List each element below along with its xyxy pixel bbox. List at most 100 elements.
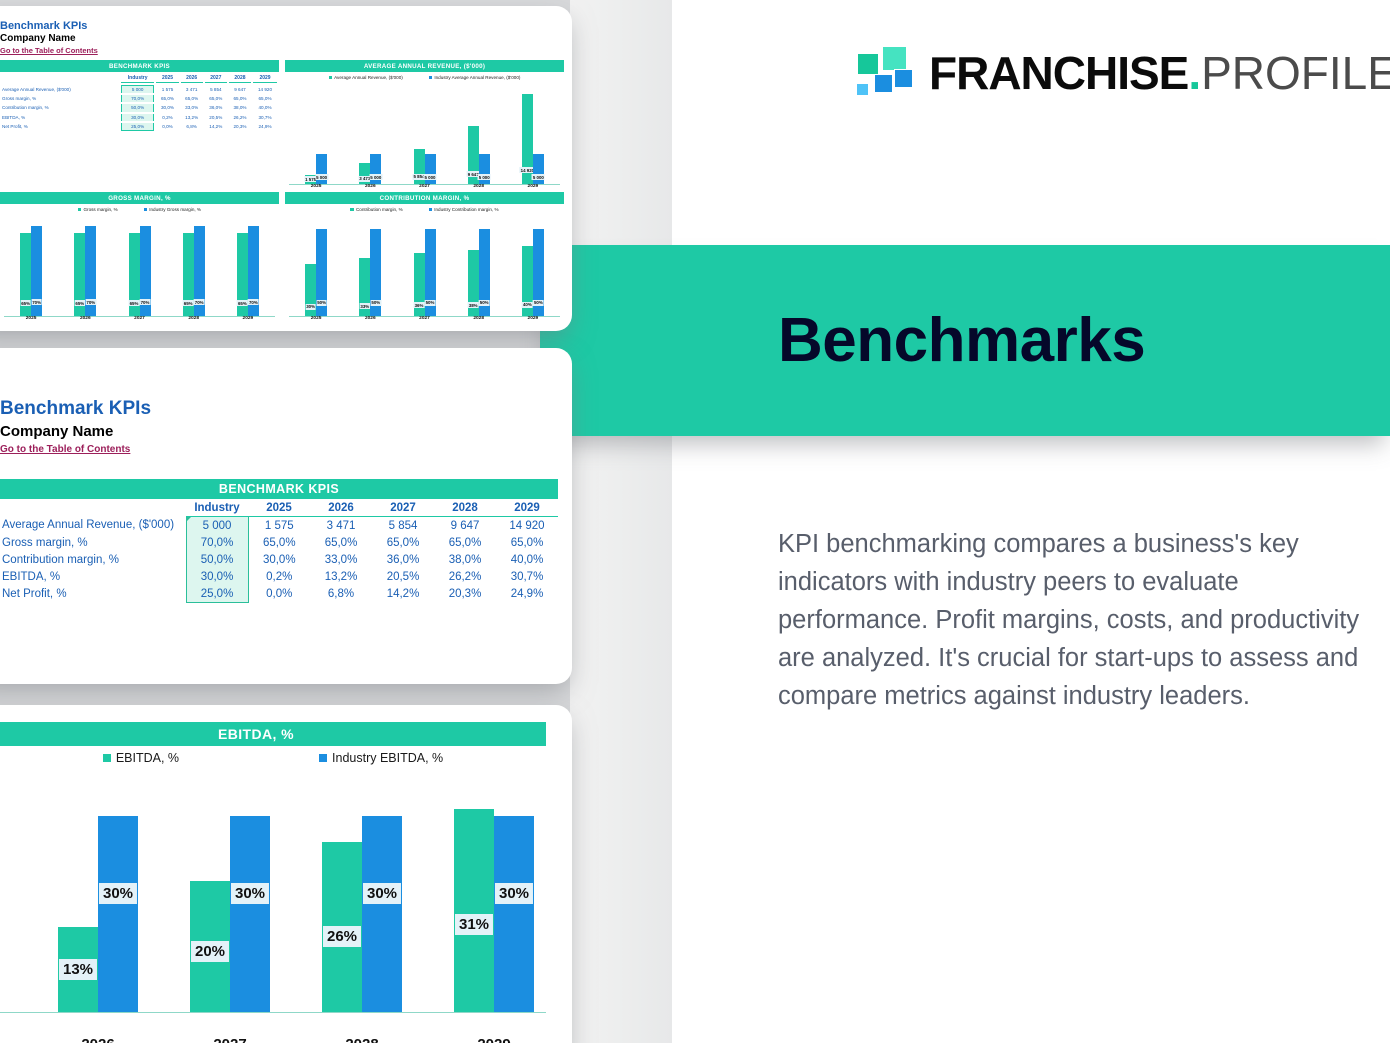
bar-group: 65% 70% [236, 226, 259, 316]
mini-chart-contribution-margin: CONTRIBUTION MARGIN, % Contribution marg… [285, 192, 564, 321]
chart-title: CONTRIBUTION MARGIN, % [285, 192, 564, 204]
bar-value-label: 50% [370, 299, 382, 306]
ebitda-chart-title: EBITDA, % [0, 722, 546, 746]
row-label: EBITDA, % [2, 570, 61, 583]
spreadsheet-card-table[interactable]: Benchmark KPIs Company Name Go to the Ta… [0, 348, 572, 684]
bar-group: 3 471 5 000 [358, 154, 383, 184]
bar-value-label: 65% [236, 300, 248, 307]
bar-value-label: 1 575 [304, 176, 318, 182]
legend-item: Industry Gross margin, % [143, 207, 201, 212]
cell: 13,2% [324, 570, 358, 583]
cell: 33,0% [324, 553, 358, 566]
bar: 36% [413, 253, 425, 316]
legend-swatch-icon [428, 75, 433, 80]
bar: 50% [370, 228, 382, 316]
table-corner-cell [2, 74, 119, 83]
bar-group: 26% 30% [322, 815, 402, 1012]
bar-value-label: 33% [359, 303, 371, 310]
col-2029: 2029 [253, 74, 277, 83]
row-label: Net Profit, % [2, 587, 67, 600]
cell: 9 647 [450, 519, 480, 532]
bar-group: 65% 70% [182, 226, 205, 316]
logo-squares-icon [853, 45, 915, 101]
bar: 5 000 [531, 154, 545, 184]
logo-wordmark: FRANCHISE.PROFILES [929, 50, 1390, 96]
bar: 38% [467, 249, 479, 316]
table-row: EBITDA, % 30,0% 0,2% 13,2% 20,5% 26,2% 30,7% [2, 113, 272, 121]
bar: 70% [247, 226, 259, 316]
bar: 14 920 [519, 94, 536, 184]
bar-value-label: 65% [182, 300, 194, 307]
x-axis-labels: 2025 2026 2027 2028 2029 [4, 316, 275, 325]
page-title: Benchmarks [778, 306, 1146, 375]
bar-group: 33% 50% [359, 228, 382, 316]
cell: 0,2% [266, 570, 293, 583]
table-header-row: Industry 2025 2026 2027 2028 2029 [2, 74, 277, 83]
legend-swatch-icon [328, 75, 333, 80]
mini-chart-avg-revenue: AVERAGE ANNUAL REVENUE, ($'000) Average … [285, 60, 564, 189]
bar: 5 000 [423, 154, 437, 184]
bar: 50% [424, 228, 436, 316]
legend-swatch-icon [319, 754, 328, 762]
bar-value-label: 5 000 [423, 174, 437, 181]
col-2029: 2029 [496, 499, 558, 517]
bar: 33% [359, 258, 371, 316]
col-2028: 2028 [434, 499, 496, 517]
bar-group: 38% 50% [467, 228, 490, 316]
cell: 30,7% [510, 570, 544, 583]
cell: 20,3% [448, 587, 482, 600]
legend-swatch-icon [428, 207, 433, 212]
x-axis-labels: 2025 2026 2027 2028 2029 [289, 316, 560, 325]
bar: 50% [478, 228, 490, 316]
legend-swatch-icon [77, 207, 82, 212]
chart-title: GROSS MARGIN, % [0, 192, 279, 204]
background-gray-band [570, 0, 672, 1043]
sheet-header-large: Benchmark KPIs Company Name Go to the Ta… [0, 348, 558, 684]
mini-kpi-table: Industry 2025 2026 2027 2028 2029 Averag… [0, 72, 279, 133]
bar: 5 000 [477, 154, 491, 184]
ebitda-chart-legend: EBITDA, % Industry EBITDA, % [0, 751, 546, 765]
bar-value-label: 70% [139, 299, 151, 306]
legend-item: Contribution margin, % [350, 207, 403, 212]
cell-industry: 25,0% [185, 585, 249, 603]
bar: 70% [193, 226, 205, 316]
table-of-contents-link[interactable]: Go to the Table of Contents [0, 46, 98, 55]
x-axis-line [0, 1012, 546, 1013]
x-axis-tick-label: 2025 [310, 316, 322, 321]
table-of-contents-link[interactable]: Go to the Table of Contents [0, 444, 131, 455]
legend-item: Gross margin, % [77, 207, 118, 212]
spreadsheet-card-overview[interactable]: Benchmark KPIs Company Name Go to the Ta… [0, 6, 572, 331]
bar-group: 65% 70% [20, 226, 43, 316]
chart-card-ebitda[interactable]: EBITDA, % EBITDA, % Industry EBITDA, % 3… [0, 705, 572, 1043]
bar-value-label: 3 471 [358, 175, 372, 182]
table-header-row: Industry 2025 2026 2027 2028 2029 [0, 499, 558, 517]
bar-value-label: 30% [98, 883, 138, 904]
x-axis-tick-label: 2027 [419, 316, 430, 321]
col-2025: 2025 [248, 499, 310, 517]
legend-swatch-icon [143, 207, 148, 212]
bar-group: 36% 50% [413, 228, 436, 316]
bar-group: 40% 50% [521, 228, 544, 316]
cell: 30,0% [262, 553, 296, 566]
bar: 65% [182, 232, 194, 316]
chart-plot-area: 30% 50% 33% 50% 36% 50% 38% 50% 40% 50% 2025 2026 20… [289, 214, 560, 321]
bar-value-label: 65% [74, 300, 86, 307]
bar-group: 14 920 5 000 [519, 94, 545, 184]
bar-value-label: 50% [424, 299, 436, 306]
bar-group: 9 647 5 000 [466, 126, 491, 184]
bar: 3 471 [358, 163, 372, 184]
legend-swatch-icon [102, 754, 111, 762]
bar-value-label: 5 000 [477, 174, 491, 181]
bar-value-label: 5 000 [315, 174, 329, 181]
ebitda-plot-area: 30%202513%30%202620%30%202726%30%202831%… [0, 785, 546, 1043]
logo-text-dot: . [1188, 47, 1202, 99]
cell-industry: 70,0% [185, 534, 249, 551]
logo-text-bold: FRANCHISE [929, 47, 1189, 99]
cell: 65,0% [510, 536, 544, 549]
x-axis-tick-label: 2029 [477, 1036, 510, 1043]
bar: 40% [521, 246, 533, 316]
x-axis-tick-label: 2025 [25, 316, 37, 321]
bar-value-label: 65% [128, 300, 140, 307]
col-2025: 2025 [156, 74, 179, 83]
col-2026: 2026 [180, 74, 203, 83]
